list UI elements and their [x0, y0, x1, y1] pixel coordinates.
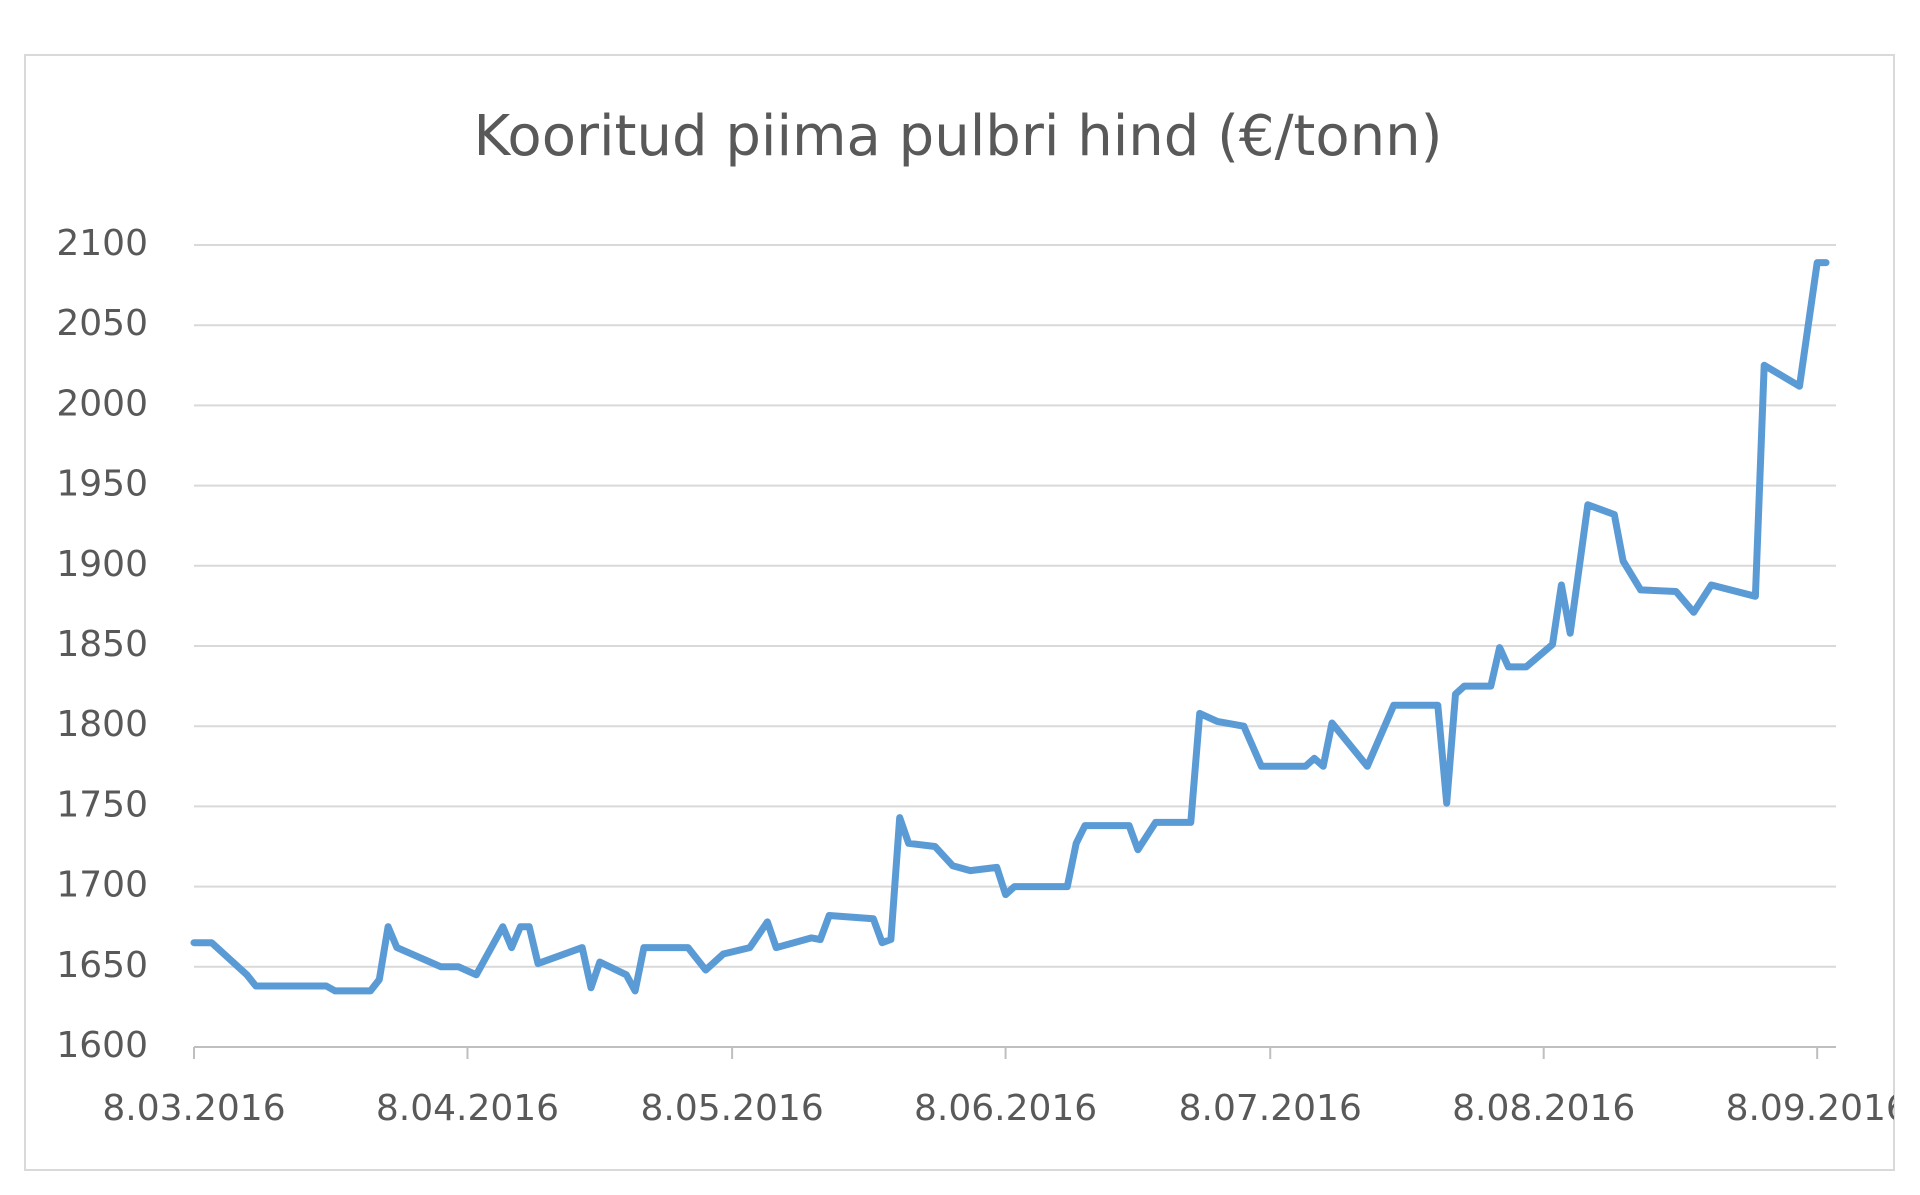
x-tick-label: 8.05.2016 [641, 1088, 824, 1129]
plot: 1600 1650 1700 1750 1800 1850 1900 1950 2000 2050… [56, 223, 1909, 1129]
series-line [190, 259, 1830, 995]
y-tick-label: 1900 [56, 544, 148, 585]
x-tick-label: 8.06.2016 [914, 1088, 1097, 1129]
x-tick-label: 8.04.2016 [376, 1088, 559, 1129]
y-tick-label: 1600 [56, 1025, 148, 1066]
x-tick-label: 8.08.2016 [1452, 1088, 1635, 1129]
x-tick-label: 8.07.2016 [1179, 1088, 1362, 1129]
y-tick-label: 1750 [56, 784, 148, 825]
y-tick-label: 2000 [56, 383, 148, 424]
x-tick-label: 8.03.2016 [102, 1088, 285, 1129]
chart-frame [24, 54, 1895, 1171]
x-tick-label: 8.09.2016 [1726, 1088, 1909, 1129]
y-tick-label: 2100 [56, 223, 148, 264]
y-tick-label: 2050 [56, 303, 148, 344]
y-tick-label: 1800 [56, 704, 148, 745]
chart-title: Kooritud piima pulbri hind (€/tonn) [474, 104, 1443, 169]
y-tick-label: 1850 [56, 624, 148, 665]
y-tick-label: 1700 [56, 865, 148, 906]
y-tick-label: 1950 [56, 464, 148, 505]
y-tick-label: 1650 [56, 945, 148, 986]
